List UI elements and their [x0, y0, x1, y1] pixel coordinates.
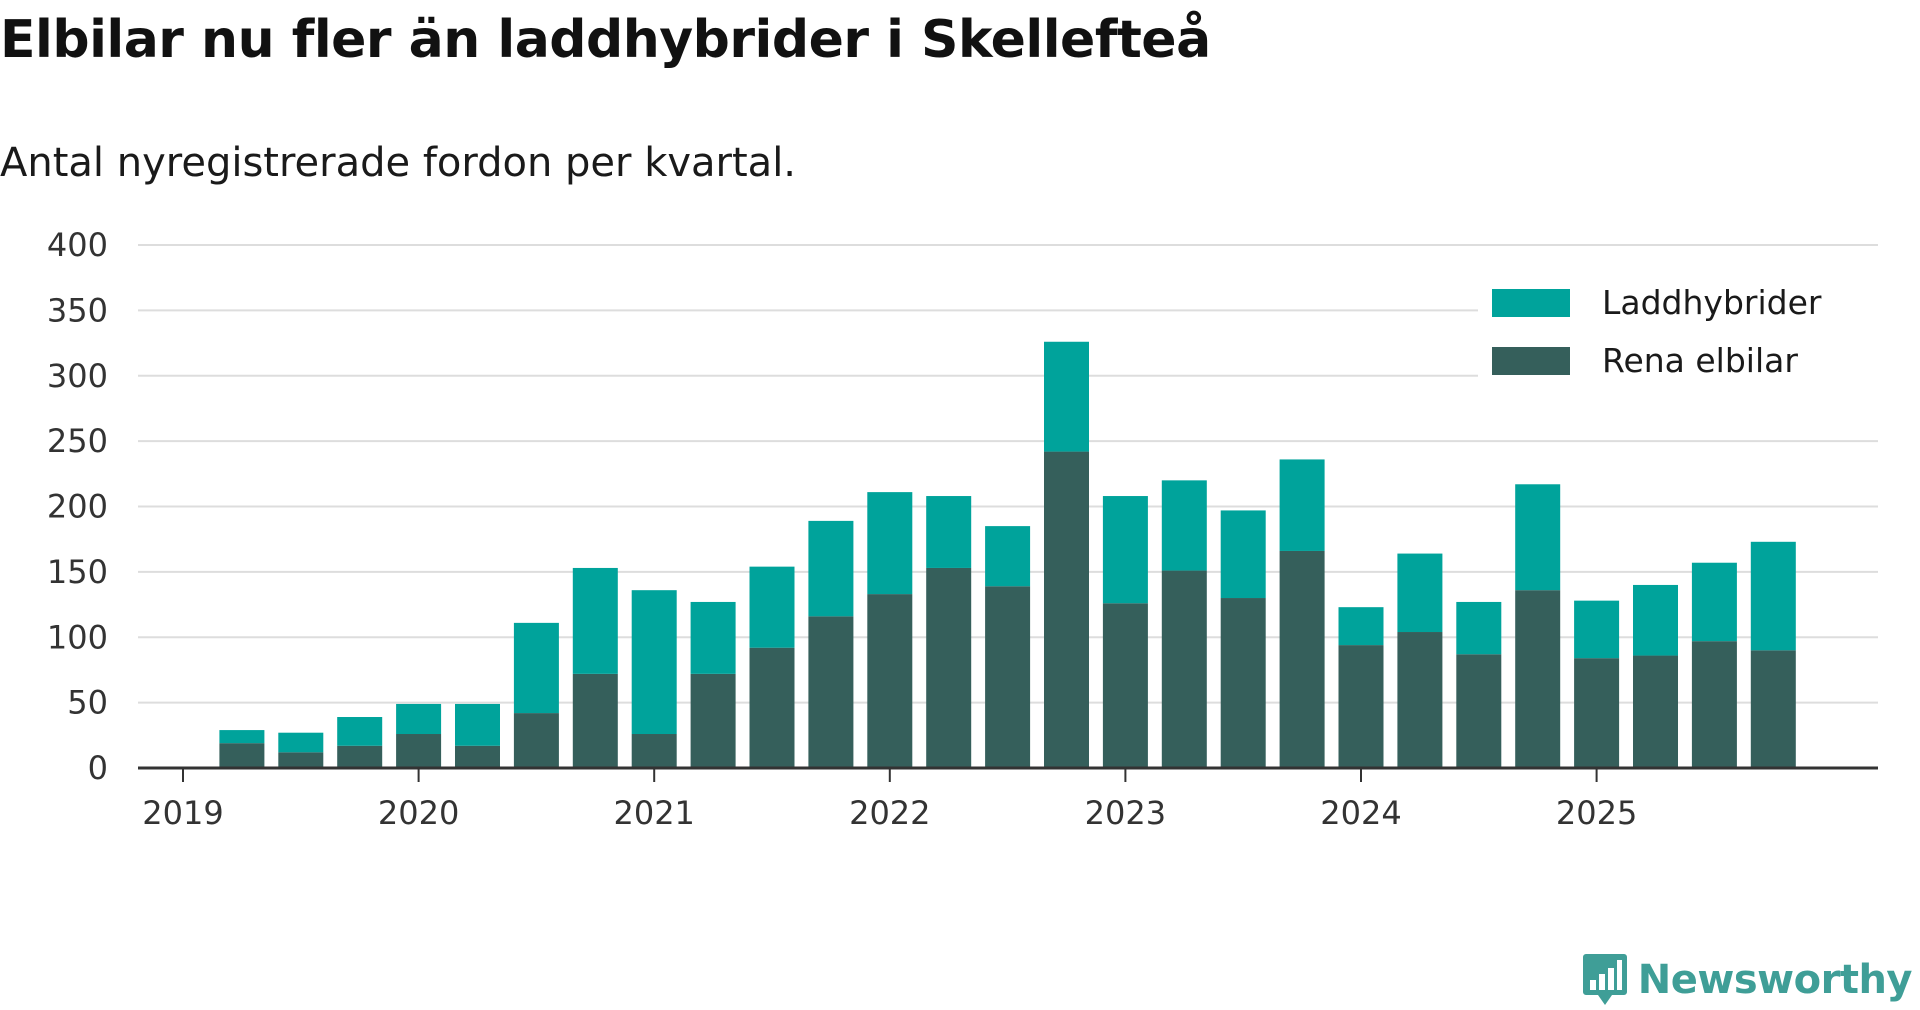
bar-laddhybrider: [455, 703, 500, 746]
bar-rena-elbilar: [1279, 550, 1325, 768]
chart-subtitle: Antal nyregistrerade fordon per kvartal.: [0, 140, 797, 186]
bar-laddhybrider: [1279, 459, 1325, 551]
bar-rena-elbilar: [1102, 603, 1148, 768]
bar-rena-elbilar: [1574, 658, 1620, 768]
bar-rena-elbilar: [1338, 645, 1384, 768]
bar-laddhybrider: [1574, 600, 1620, 659]
bar-rena-elbilar: [278, 752, 324, 768]
bar-laddhybrider: [219, 730, 265, 744]
brand-logo: Newsworthy: [1582, 952, 1913, 1008]
x-tick-label: 2019: [142, 794, 223, 832]
x-tick-label: 2021: [613, 794, 694, 832]
bar-rena-elbilar: [867, 594, 913, 768]
legend-label: Rena elbilar: [1602, 341, 1798, 380]
bar-rena-elbilar: [455, 745, 500, 768]
bar-laddhybrider: [572, 567, 618, 674]
y-tick-label: 350: [47, 291, 108, 329]
bar-laddhybrider: [337, 717, 383, 746]
bar-laddhybrider: [1691, 562, 1737, 642]
y-tick-label: 100: [47, 618, 108, 656]
bar-laddhybrider: [1220, 510, 1266, 599]
y-tick-label: 50: [67, 684, 108, 722]
legend-swatch: [1492, 289, 1570, 317]
bar-rena-elbilar: [1515, 590, 1561, 768]
bar-rena-elbilar: [1044, 451, 1089, 768]
bar-laddhybrider: [926, 496, 972, 568]
bar-laddhybrider: [808, 520, 854, 617]
bar-rena-elbilar: [1691, 641, 1737, 768]
bar-laddhybrider: [1456, 601, 1502, 655]
bar-rena-elbilar: [572, 673, 618, 768]
bar-rena-elbilar: [985, 586, 1031, 768]
x-tick-label: 2020: [378, 794, 459, 832]
bar-rena-elbilar: [749, 647, 795, 768]
bar-rena-elbilar: [1397, 632, 1443, 768]
bar-laddhybrider: [1044, 341, 1089, 452]
bar-laddhybrider: [278, 732, 324, 753]
bar-rena-elbilar: [1633, 655, 1678, 768]
newsworthy-logo-icon: [1582, 954, 1627, 1005]
chart-title: Elbilar nu fler än laddhybrider i Skelle…: [0, 10, 1211, 70]
x-tick-label: 2022: [849, 794, 930, 832]
x-tick-label: 2023: [1085, 794, 1166, 832]
bar-laddhybrider: [867, 492, 913, 595]
bar-laddhybrider: [513, 622, 559, 714]
bar-laddhybrider: [690, 601, 736, 674]
bar-laddhybrider: [631, 590, 677, 735]
bar-laddhybrider: [1338, 607, 1384, 646]
bar-rena-elbilar: [1456, 654, 1502, 768]
y-tick-label: 300: [47, 357, 108, 395]
bar-rena-elbilar: [337, 745, 383, 768]
bar-laddhybrider: [1515, 484, 1561, 591]
bar-rena-elbilar: [926, 567, 972, 768]
bar-laddhybrider: [1102, 496, 1148, 604]
bar-laddhybrider: [985, 526, 1031, 587]
bar-laddhybrider: [749, 566, 795, 648]
y-tick-label: 250: [47, 422, 108, 460]
bar-rena-elbilar: [1750, 650, 1796, 768]
bar-laddhybrider: [1397, 553, 1443, 633]
y-tick-label: 0: [88, 749, 108, 787]
bar-laddhybrider: [396, 703, 442, 735]
bar-rena-elbilar: [808, 616, 854, 768]
bar-rena-elbilar: [396, 734, 442, 768]
y-tick-label: 400: [47, 226, 108, 264]
x-tick-label: 2024: [1320, 794, 1401, 832]
legend-swatch: [1492, 347, 1570, 375]
bar-rena-elbilar: [1220, 598, 1266, 768]
brand-name: Newsworthy: [1637, 957, 1913, 1003]
bar-laddhybrider: [1161, 480, 1207, 571]
bar-laddhybrider: [1633, 584, 1678, 656]
y-tick-label: 150: [47, 553, 108, 591]
bar-rena-elbilar: [219, 743, 265, 768]
bar-rena-elbilar: [1161, 570, 1207, 768]
legend-label: Laddhybrider: [1602, 283, 1822, 322]
y-tick-label: 200: [47, 488, 108, 526]
bar-rena-elbilar: [513, 713, 559, 768]
bar-laddhybrider: [1750, 541, 1796, 651]
bar-rena-elbilar: [690, 673, 736, 768]
bar-rena-elbilar: [631, 734, 677, 768]
x-tick-label: 2025: [1556, 794, 1637, 832]
